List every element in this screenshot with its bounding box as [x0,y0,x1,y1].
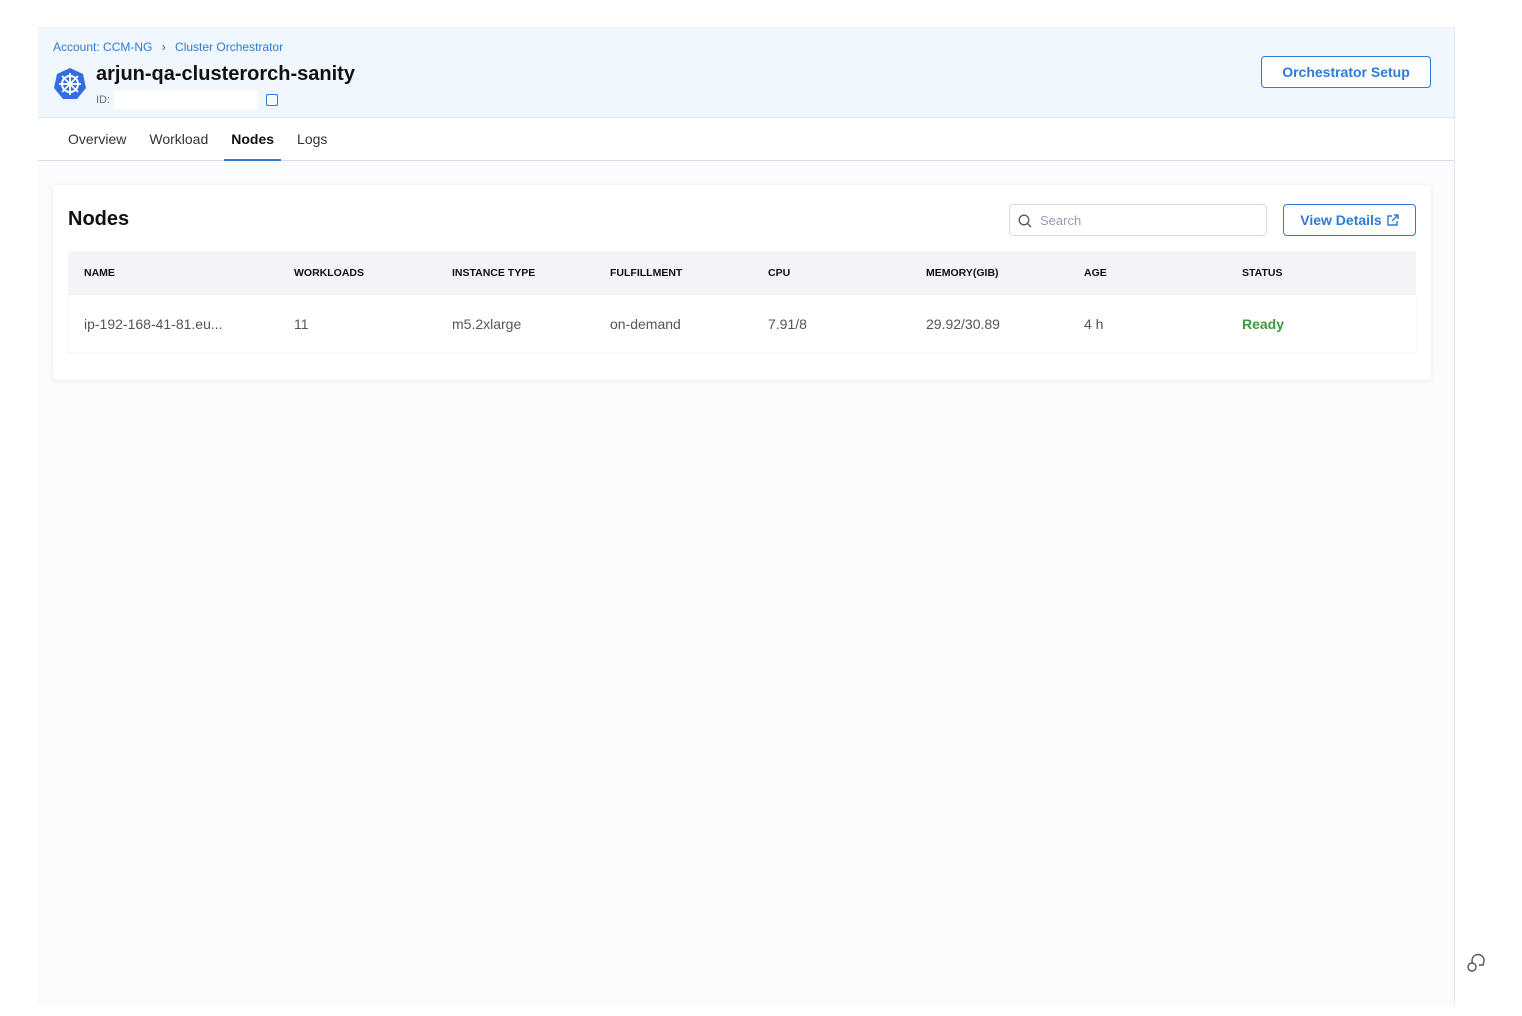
cluster-id: ID: [96,91,279,109]
status-badge: Ready [1242,315,1285,332]
table-cell: 29.92/30.89 [926,315,1000,332]
table-row[interactable]: ip-192-168-41-81.eu... 11 m5.2xlarge on-dem… [68,295,1416,352]
table-header: NAME WORKLOADS INSTANCE TYPE FULFILLMENT CPU… [68,251,1416,295]
column-header: AGE [1084,267,1107,279]
orchestrator-setup-button[interactable]: Orchestrator Setup [1261,56,1431,88]
tab-bar: Overview Workload Nodes Logs [38,118,1454,161]
table-cell: 7.91/8 [768,315,807,332]
id-label: ID: [96,94,111,106]
search-icon [1018,214,1032,228]
chat-icon[interactable] [1466,953,1486,973]
main-panel: Account: CCM-NG › Cluster Orchestrator a… [38,27,1455,1005]
kubernetes-icon [54,68,86,99]
search-input[interactable]: Search [1009,204,1267,236]
nodes-card: Nodes Search View Details NAME WORKLOADS I… [53,185,1431,380]
column-header: FULFILLMENT [610,267,683,279]
column-header: MEMORY(GIB) [926,267,999,279]
column-header: INSTANCE TYPE [452,267,536,279]
column-header: CPU [768,267,791,279]
page-title: arjun-qa-clusterorch-sanity [96,63,355,85]
external-link-icon [1387,213,1399,226]
column-header: WORKLOADS [294,267,364,279]
table-cell: on-demand [610,315,681,332]
id-value [114,91,259,109]
table-cell: m5.2xlarge [452,315,522,332]
copy-icon[interactable] [266,94,279,106]
tab-workload[interactable]: Workload [149,131,209,147]
view-details-label: View Details [1300,212,1382,228]
table-cell: 4 h [1084,315,1104,332]
tab-overview[interactable]: Overview [68,131,127,147]
breadcrumb-cluster-orchestrator[interactable]: Cluster Orchestrator [175,40,284,54]
page-header: Account: CCM-NG › Cluster Orchestrator a… [38,28,1454,118]
chevron-right-icon: › [161,40,166,54]
nodes-title: Nodes [68,208,130,230]
column-header: STATUS [1242,267,1283,279]
breadcrumb: Account: CCM-NG › Cluster Orchestrator [53,40,289,54]
search-placeholder: Search [1040,212,1082,228]
table-cell: ip-192-168-41-81.eu... [84,315,223,332]
table-cell: 11 [294,315,309,332]
tab-logs[interactable]: Logs [297,131,328,147]
tab-nodes[interactable]: Nodes [224,118,281,161]
breadcrumb-account[interactable]: Account: CCM-NG [53,40,153,54]
view-details-button[interactable]: View Details [1283,204,1416,236]
column-header: NAME [84,267,115,279]
